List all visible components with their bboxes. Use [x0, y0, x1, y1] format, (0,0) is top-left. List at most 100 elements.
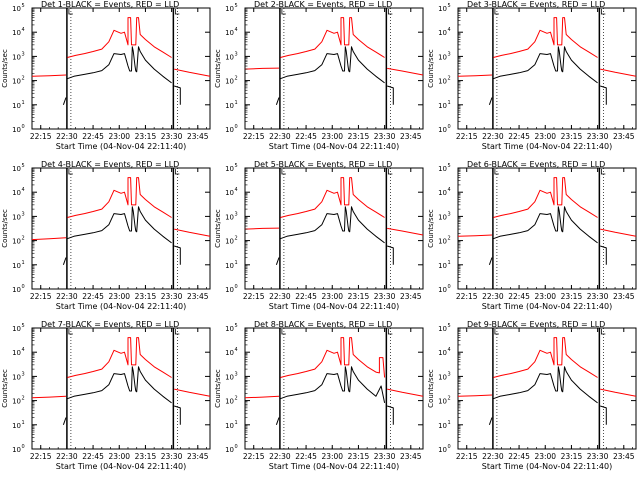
y-tick-label: 10 — [438, 398, 447, 406]
y-tick-exponent: 4 — [235, 187, 238, 193]
lld-series-line — [493, 17, 598, 58]
y-tick-label: 10 — [12, 213, 21, 221]
lld-series-line — [457, 74, 493, 77]
time-marker-flag — [494, 9, 499, 15]
x-tick-label: 23:45 — [187, 452, 209, 461]
events-series-line — [493, 46, 598, 84]
x-tick-label: 23:45 — [613, 132, 635, 141]
x-tick-label: 23:30 — [587, 452, 609, 461]
y-tick-label: 10 — [225, 422, 234, 430]
x-tick-label: 23:30 — [161, 292, 183, 301]
y-tick-label: 10 — [225, 29, 234, 37]
x-tick-label: 23:00 — [108, 292, 130, 301]
events-series-line — [488, 257, 493, 265]
plot-frame — [244, 167, 424, 290]
x-tick-label: 22:45 — [82, 452, 104, 461]
y-tick-label: 10 — [12, 5, 21, 13]
y-tick-exponent: 2 — [22, 236, 25, 242]
lld-series-line — [457, 234, 493, 237]
x-tick-label: 22:45 — [82, 132, 104, 141]
events-series-line — [387, 245, 394, 265]
lld-series-line — [31, 395, 67, 399]
events-series-line — [67, 46, 172, 84]
x-tick-label: 22:45 — [82, 292, 104, 301]
x-tick-label: 23:45 — [400, 452, 422, 461]
y-tick-label: 10 — [12, 262, 21, 270]
x-tick-label: 22:30 — [56, 452, 78, 461]
detector-panel-8: Det 8-BLACK = Events, RED = LLD 22:15 22:3… — [214, 320, 424, 471]
y-tick-label: 10 — [12, 446, 21, 454]
y-axis-label: Counts/sec — [427, 49, 435, 88]
x-tick-label: 23:45 — [187, 292, 209, 301]
lld-series-line — [280, 17, 385, 58]
y-tick-label: 10 — [225, 398, 234, 406]
time-marker-flag — [387, 169, 393, 175]
y-tick-label: 10 — [438, 126, 447, 134]
y-tick-label: 10 — [12, 238, 21, 246]
time-marker-flag — [600, 169, 606, 175]
y-tick-exponent: 4 — [22, 347, 25, 353]
x-axis-label: Start Time (04-Nov-04 22:11:40) — [269, 462, 399, 471]
x-tick-label: 23:15 — [561, 132, 583, 141]
y-tick-label: 10 — [438, 373, 447, 381]
y-tick-label: 10 — [225, 126, 234, 134]
lld-series-line — [600, 388, 637, 397]
plot-frame — [457, 327, 637, 450]
events-series-line — [67, 366, 172, 404]
x-tick-label: 23:30 — [374, 292, 396, 301]
events-series-line — [174, 245, 181, 265]
y-axis-label: Counts/sec — [427, 369, 435, 408]
plot-frame — [31, 7, 211, 130]
y-tick-exponent: 3 — [22, 51, 25, 57]
y-tick-exponent: 3 — [235, 51, 238, 57]
y-tick-label: 10 — [438, 349, 447, 357]
x-tick-label: 23:15 — [135, 452, 157, 461]
events-series-line — [387, 85, 394, 105]
y-tick-label: 10 — [438, 325, 447, 333]
time-marker-flag — [494, 329, 499, 335]
x-tick-label: 23:45 — [400, 292, 422, 301]
y-tick-label: 10 — [12, 126, 21, 134]
x-tick-label: 23:00 — [534, 132, 556, 141]
x-tick-label: 22:15 — [456, 132, 478, 141]
plot-frame — [457, 167, 637, 290]
lld-series-line — [600, 228, 637, 237]
y-tick-exponent: 1 — [448, 260, 451, 266]
x-tick-label: 23:30 — [161, 132, 183, 141]
events-series-line — [600, 245, 607, 265]
x-tick-label: 23:15 — [348, 292, 370, 301]
events-series-line — [488, 97, 493, 105]
y-tick-exponent: 3 — [22, 211, 25, 217]
y-tick-exponent: 1 — [22, 420, 25, 426]
x-tick-label: 22:30 — [269, 452, 291, 461]
y-tick-exponent: 1 — [448, 420, 451, 426]
y-tick-exponent: 2 — [22, 76, 25, 82]
lld-series-line — [493, 337, 598, 378]
y-tick-label: 10 — [438, 286, 447, 294]
x-tick-label: 22:15 — [456, 292, 478, 301]
time-marker-flag — [281, 169, 286, 175]
y-tick-exponent: 1 — [22, 260, 25, 266]
y-tick-label: 10 — [438, 29, 447, 37]
x-tick-label: 22:30 — [56, 292, 78, 301]
x-tick-label: 23:30 — [374, 452, 396, 461]
x-tick-label: 22:15 — [243, 452, 265, 461]
y-tick-label: 10 — [225, 286, 234, 294]
y-tick-label: 10 — [225, 349, 234, 357]
y-tick-exponent: 5 — [235, 323, 238, 329]
time-marker-flag — [174, 169, 180, 175]
x-tick-label: 23:15 — [135, 132, 157, 141]
x-tick-label: 22:30 — [269, 132, 291, 141]
events-series-line — [600, 85, 607, 105]
y-tick-exponent: 2 — [235, 236, 238, 242]
y-tick-exponent: 0 — [22, 444, 25, 450]
y-tick-label: 10 — [225, 53, 234, 61]
events-series-line — [493, 366, 598, 404]
x-tick-label: 22:30 — [269, 292, 291, 301]
x-axis-label: Start Time (04-Nov-04 22:11:40) — [56, 462, 186, 471]
y-tick-exponent: 0 — [235, 284, 238, 290]
lld-series-line — [280, 337, 386, 378]
y-tick-label: 10 — [225, 213, 234, 221]
plot-frame — [457, 7, 637, 130]
x-tick-label: 23:15 — [348, 132, 370, 141]
